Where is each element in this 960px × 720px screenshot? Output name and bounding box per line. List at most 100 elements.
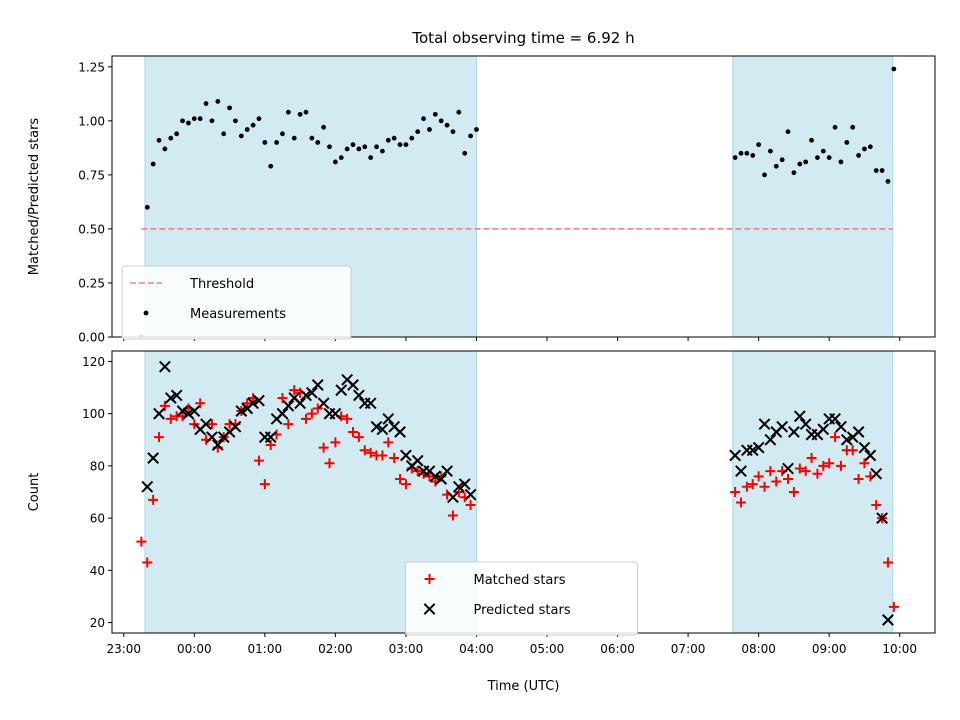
data-point bbox=[324, 458, 335, 469]
data-point bbox=[291, 135, 297, 141]
data-point bbox=[464, 488, 477, 501]
data-point bbox=[289, 385, 300, 396]
y-tick-label: 20 bbox=[90, 616, 105, 630]
data-point bbox=[250, 122, 256, 128]
data-point bbox=[765, 466, 776, 477]
data-point bbox=[253, 455, 264, 466]
data-point bbox=[329, 407, 342, 420]
data-point bbox=[791, 170, 797, 176]
data-point bbox=[164, 392, 177, 404]
data-point bbox=[350, 142, 356, 148]
legend: Threshold Measurements bbox=[121, 265, 352, 340]
data-markers bbox=[136, 360, 899, 626]
data-point bbox=[142, 557, 153, 568]
data-point bbox=[835, 420, 847, 433]
data-point bbox=[782, 462, 794, 475]
data-point bbox=[853, 473, 864, 484]
data-point bbox=[462, 150, 468, 156]
data-point bbox=[882, 557, 893, 568]
data-point bbox=[197, 116, 203, 122]
data-point bbox=[276, 407, 289, 420]
data-point bbox=[773, 163, 779, 169]
data-point bbox=[891, 66, 897, 72]
data-point bbox=[148, 494, 159, 505]
data-point bbox=[215, 98, 221, 104]
plot-frame bbox=[111, 55, 936, 338]
data-point bbox=[347, 379, 359, 391]
y-tick-label: 120 bbox=[82, 355, 105, 369]
data-point bbox=[186, 120, 191, 126]
legend-box bbox=[405, 561, 638, 636]
x-axis-label: Time (UTC) bbox=[487, 679, 560, 694]
y-tick-label: 0.75 bbox=[78, 168, 105, 182]
legend-label: Predicted stars bbox=[474, 603, 571, 618]
data-point bbox=[832, 124, 838, 130]
data-point bbox=[283, 419, 294, 430]
data-point bbox=[253, 394, 265, 407]
data-point bbox=[741, 481, 752, 492]
data-point bbox=[335, 384, 348, 397]
legend: Matched stars Predicted stars bbox=[405, 561, 638, 636]
data-point bbox=[867, 144, 873, 150]
data-point bbox=[762, 172, 767, 178]
data-point bbox=[282, 399, 295, 412]
data-point bbox=[753, 471, 764, 482]
data-point bbox=[824, 458, 835, 469]
data-point bbox=[850, 124, 856, 130]
data-point bbox=[370, 420, 383, 433]
data-point bbox=[368, 155, 374, 160]
data-point bbox=[840, 433, 853, 446]
data-point bbox=[382, 412, 395, 425]
data-point bbox=[294, 397, 307, 410]
data-point bbox=[162, 146, 168, 152]
data-point bbox=[862, 146, 867, 152]
data-point bbox=[321, 124, 327, 130]
data-point bbox=[306, 408, 317, 419]
legend-label: Threshold bbox=[189, 277, 254, 292]
data-point bbox=[412, 466, 423, 477]
data-point bbox=[342, 413, 353, 424]
data-point bbox=[870, 467, 883, 480]
data-point bbox=[238, 133, 244, 139]
data-point bbox=[438, 118, 444, 124]
data-point bbox=[885, 178, 891, 184]
x-tick-label: 05:00 bbox=[530, 642, 565, 656]
data-point bbox=[259, 479, 270, 490]
data-point bbox=[771, 476, 782, 487]
data-point bbox=[444, 122, 450, 128]
data-point bbox=[803, 159, 809, 165]
data-point bbox=[873, 168, 879, 173]
data-point bbox=[383, 437, 394, 448]
data-point bbox=[847, 445, 858, 456]
y-tick-label: 0.25 bbox=[78, 276, 105, 290]
data-point bbox=[353, 432, 364, 443]
data-point bbox=[327, 144, 332, 150]
data-point bbox=[385, 137, 391, 143]
data-point bbox=[203, 101, 209, 106]
data-point bbox=[352, 389, 365, 402]
y-axis-label: Count bbox=[27, 473, 42, 512]
data-point bbox=[180, 118, 185, 124]
data-point bbox=[852, 426, 865, 438]
data-point bbox=[141, 480, 154, 493]
data-point bbox=[344, 146, 350, 152]
data-point bbox=[744, 150, 750, 156]
data-point bbox=[244, 127, 250, 132]
data-point bbox=[395, 473, 406, 484]
data-point bbox=[174, 131, 180, 137]
data-point bbox=[758, 418, 771, 431]
data-point bbox=[732, 155, 738, 160]
data-point bbox=[376, 423, 389, 436]
data-point bbox=[450, 129, 456, 135]
data-point bbox=[871, 500, 882, 511]
data-point bbox=[144, 204, 150, 210]
data-point bbox=[797, 161, 803, 167]
data-point bbox=[317, 397, 330, 410]
legend-label: Matched stars bbox=[474, 573, 566, 588]
x-tick-label: 00:00 bbox=[177, 642, 212, 656]
data-point bbox=[856, 153, 861, 158]
observing-interval-shade bbox=[732, 55, 894, 338]
x-tick-label: 23:00 bbox=[106, 642, 141, 656]
data-point bbox=[176, 405, 189, 417]
